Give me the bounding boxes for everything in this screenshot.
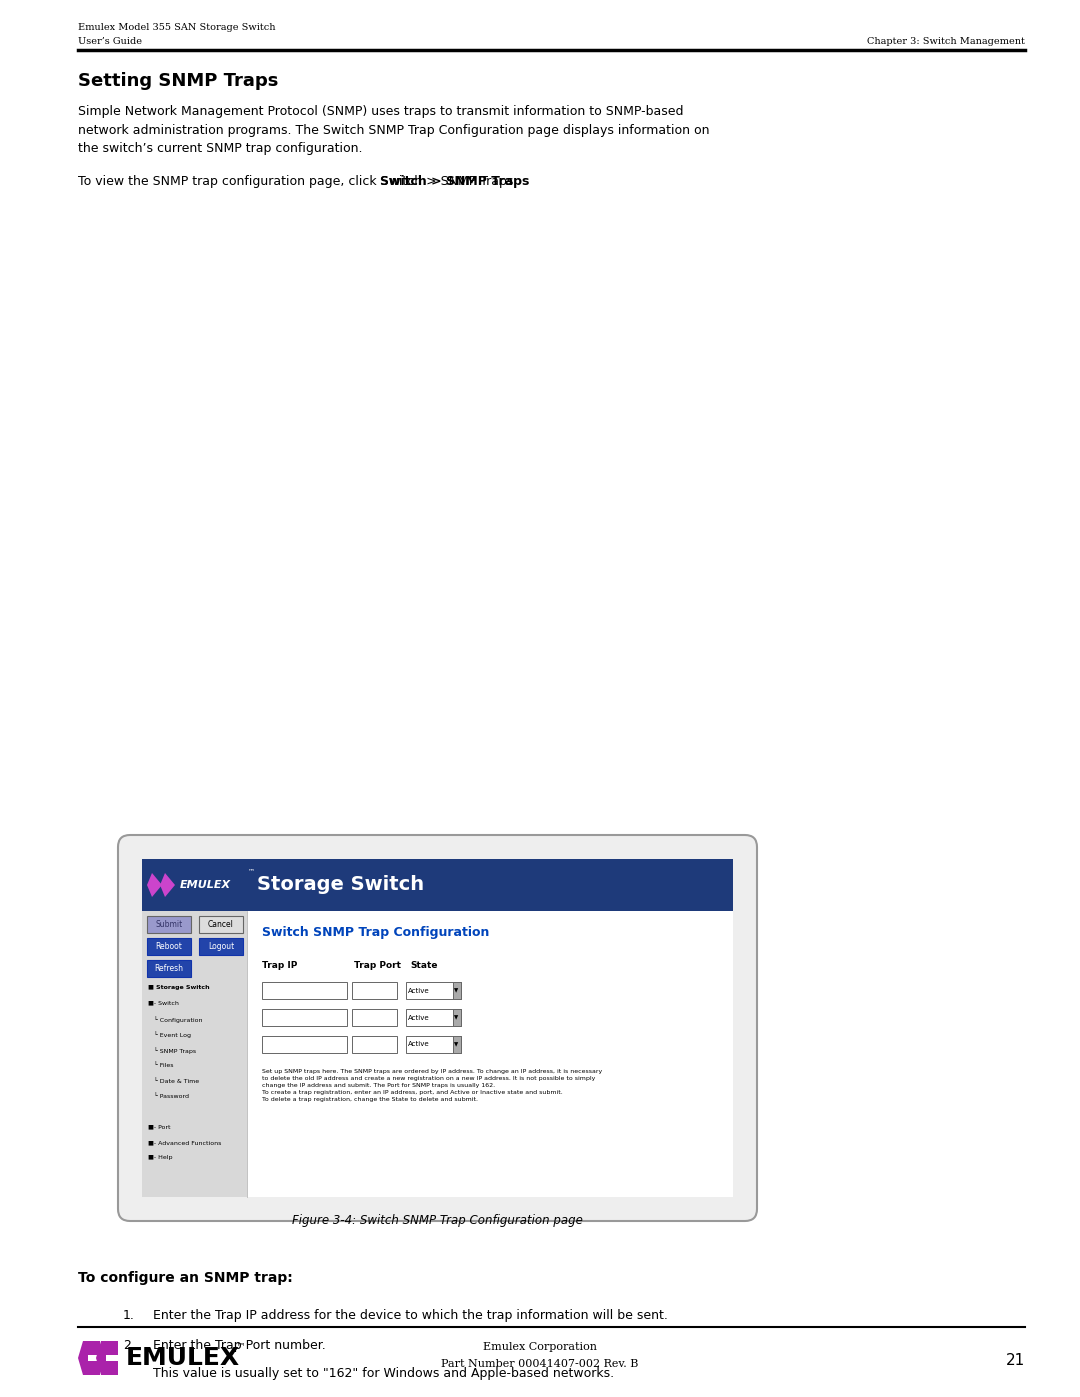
Text: Switch SNMP Trap Configuration: Switch SNMP Trap Configuration <box>262 926 489 939</box>
Bar <box>453 1009 461 1025</box>
Text: User’s Guide: User’s Guide <box>78 36 141 46</box>
Text: Part Number 00041407-002 Rev. B: Part Number 00041407-002 Rev. B <box>442 1359 638 1369</box>
Bar <box>147 960 191 977</box>
Text: Emulex Corporation: Emulex Corporation <box>483 1343 597 1352</box>
Text: ▼: ▼ <box>455 1042 459 1046</box>
Text: Emulex Model 355 SAN Storage Switch: Emulex Model 355 SAN Storage Switch <box>78 22 275 32</box>
Bar <box>352 982 397 999</box>
Text: └ Files: └ Files <box>148 1063 174 1069</box>
Text: ■- Port: ■- Port <box>148 1125 171 1130</box>
Bar <box>199 937 243 956</box>
Text: Logout: Logout <box>207 942 234 951</box>
Bar <box>141 911 247 1197</box>
Text: 1.: 1. <box>123 1309 135 1322</box>
Text: Trap Port: Trap Port <box>354 961 401 970</box>
Text: Submit: Submit <box>156 921 183 929</box>
Bar <box>453 982 461 999</box>
Text: └ Event Log: └ Event Log <box>148 1031 191 1038</box>
Text: ■- Advanced Functions: ■- Advanced Functions <box>148 1140 221 1146</box>
Text: └ SNMP Traps: └ SNMP Traps <box>148 1046 197 1053</box>
Text: 21: 21 <box>1005 1354 1025 1368</box>
Text: Switch > SNMP Traps: Switch > SNMP Traps <box>380 175 530 189</box>
Text: Active: Active <box>408 1014 430 1020</box>
Bar <box>199 916 243 933</box>
Bar <box>453 1037 461 1053</box>
Bar <box>352 1037 397 1053</box>
Polygon shape <box>160 873 175 897</box>
Text: Set up SNMP traps here. The SNMP traps are ordered by IP address. To change an I: Set up SNMP traps here. The SNMP traps a… <box>262 1069 603 1102</box>
Text: Enter the Trap Port number.: Enter the Trap Port number. <box>153 1338 326 1352</box>
Text: Active: Active <box>408 1042 430 1048</box>
Text: └ Password: └ Password <box>148 1094 189 1099</box>
Text: Enter the Trap IP address for the device to which the trap information will be s: Enter the Trap IP address for the device… <box>153 1309 667 1322</box>
Text: ■ Storage Switch: ■ Storage Switch <box>148 985 210 990</box>
Text: Cancel: Cancel <box>208 921 234 929</box>
Text: ▼: ▼ <box>455 988 459 993</box>
Text: State: State <box>410 961 437 970</box>
Text: └ Configuration: └ Configuration <box>148 1016 203 1023</box>
Bar <box>147 916 191 933</box>
Polygon shape <box>96 1341 118 1375</box>
Text: To view the SNMP trap configuration page, click Switch > SNMP Traps.: To view the SNMP trap configuration page… <box>78 175 517 189</box>
Text: This value is usually set to "162" for Windows and Apple-based networks.: This value is usually set to "162" for W… <box>153 1368 615 1380</box>
Bar <box>262 1037 347 1053</box>
Text: 2.: 2. <box>123 1338 135 1352</box>
Text: To configure an SNMP trap:: To configure an SNMP trap: <box>78 1271 293 1285</box>
Text: Figure 3-4: Switch SNMP Trap Configuration page: Figure 3-4: Switch SNMP Trap Configurati… <box>292 1214 583 1227</box>
Text: Refresh: Refresh <box>154 964 184 972</box>
Text: Setting SNMP Traps: Setting SNMP Traps <box>78 73 279 89</box>
Bar <box>262 982 347 999</box>
Bar <box>406 1037 461 1053</box>
Text: Chapter 3: Switch Management: Chapter 3: Switch Management <box>867 36 1025 46</box>
Text: ■- Switch: ■- Switch <box>148 1000 179 1006</box>
Text: Trap IP: Trap IP <box>262 961 297 970</box>
Text: ™: ™ <box>237 1341 246 1351</box>
Text: ™: ™ <box>248 868 255 875</box>
Text: EMULEX: EMULEX <box>126 1345 240 1370</box>
Bar <box>406 982 461 999</box>
Text: └ Date & Time: └ Date & Time <box>148 1078 199 1084</box>
Text: Active: Active <box>408 988 430 993</box>
Polygon shape <box>78 1341 100 1375</box>
Bar <box>147 937 191 956</box>
Bar <box>141 859 733 911</box>
FancyBboxPatch shape <box>118 835 757 1221</box>
Polygon shape <box>147 873 162 897</box>
Text: Reboot: Reboot <box>156 942 183 951</box>
Text: Storage Switch: Storage Switch <box>257 876 424 894</box>
Bar <box>406 1009 461 1025</box>
Bar <box>141 911 733 1197</box>
Bar <box>352 1009 397 1025</box>
Bar <box>262 1009 347 1025</box>
Text: Simple Network Management Protocol (SNMP) uses traps to transmit information to : Simple Network Management Protocol (SNMP… <box>78 105 710 155</box>
Text: EMULEX: EMULEX <box>180 880 231 890</box>
Text: ■- Help: ■- Help <box>148 1155 173 1161</box>
Text: ▼: ▼ <box>455 1016 459 1020</box>
